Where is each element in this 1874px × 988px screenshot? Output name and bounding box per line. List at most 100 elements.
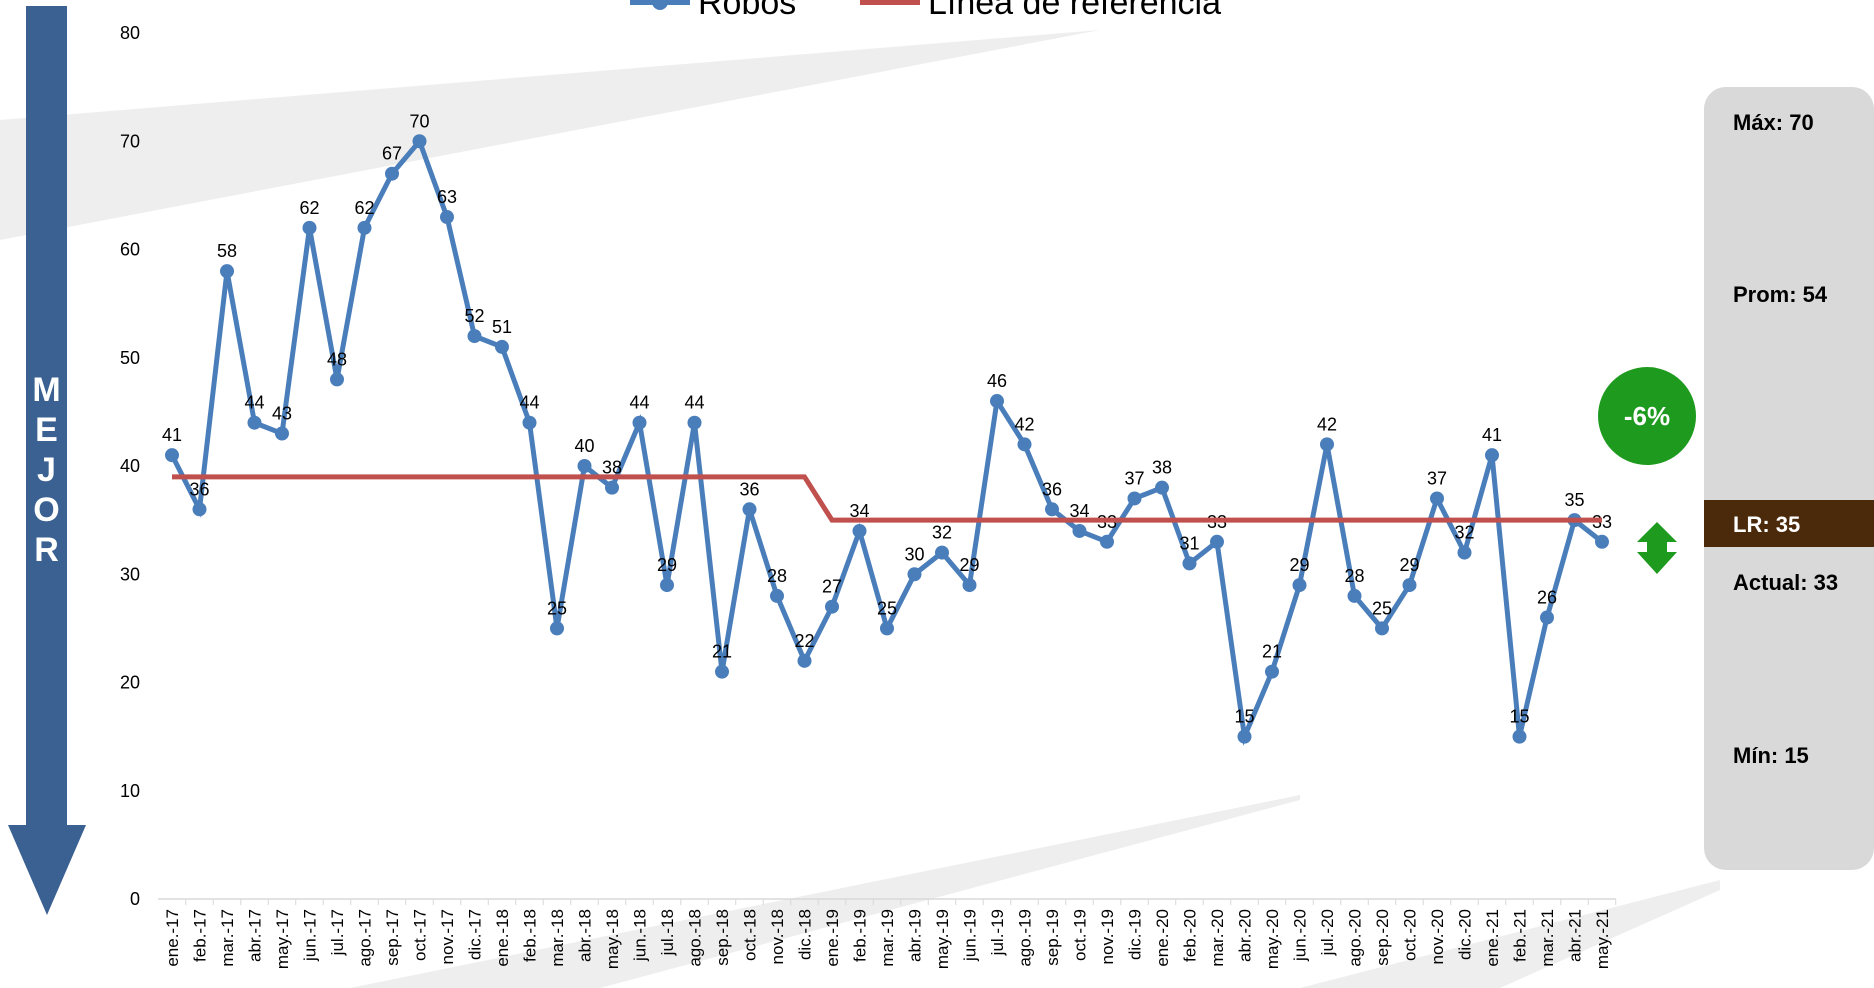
x-tick-label: mar.-18 [548,909,567,967]
data-label: 29 [959,555,979,575]
data-label: 28 [1344,566,1364,586]
x-tick-label: feb.-21 [1511,909,1530,962]
data-label: 29 [1399,555,1419,575]
point [412,134,427,149]
point [1265,664,1279,679]
point [1402,578,1417,593]
watermark [0,30,1100,240]
data-label: 48 [327,349,347,369]
x-tick-label: ene.-17 [163,909,182,967]
point [1210,534,1224,549]
watermark [1300,880,1720,988]
data-label: 38 [1152,458,1172,478]
point [1595,534,1609,549]
data-label: 30 [904,544,924,564]
point [605,480,619,495]
x-tick-label: sep.-17 [383,909,402,966]
data-label: 32 [932,523,952,543]
x-tick-label: ene.-19 [823,909,842,967]
x-tick-label: jun.-19 [961,909,980,962]
point [1457,545,1472,560]
stat-avg: Prom: 54 [1733,282,1828,307]
point [522,415,537,430]
x-tick-label: ene.-18 [493,909,512,967]
data-label: 63 [437,187,457,207]
y-tick-label: 0 [130,889,140,909]
point [1485,448,1499,463]
x-tick-label: may.-20 [1263,909,1282,969]
data-label: 25 [1372,598,1392,618]
point [302,220,317,235]
point [1512,729,1527,744]
point [962,578,977,593]
data-label: 42 [1014,414,1034,434]
point [467,329,482,344]
x-tick-label: mar.-19 [878,909,897,967]
data-label: 37 [1427,468,1447,488]
stat-min: Mín: 15 [1733,743,1809,768]
point [165,448,179,463]
data-label: 38 [602,458,622,478]
x-tick-label: abr.-21 [1566,909,1585,962]
x-tick-label: oct.-20 [1401,909,1420,961]
x-tick-label: feb.-18 [521,909,540,962]
x-tick-label: mar.-17 [218,909,237,967]
badge-text: -6% [1624,401,1670,431]
point [1127,491,1142,506]
point [990,394,1004,409]
data-label: 25 [877,598,897,618]
data-label: 44 [684,393,704,413]
lr-bar [1704,500,1874,547]
data-label: 27 [822,577,842,597]
point [935,545,949,560]
point [660,578,674,593]
x-tick-label: oct.-19 [1071,909,1090,961]
point [577,459,592,473]
data-label: 21 [1262,642,1282,662]
point [852,523,867,538]
point [385,166,399,181]
point [1045,502,1059,517]
data-label: 26 [1537,588,1557,608]
x-tick-label: abr.-17 [246,909,265,962]
data-label: 46 [987,371,1007,391]
data-label: 21 [712,642,732,662]
data-label: 36 [739,479,759,499]
x-tick-label: ene.-20 [1153,909,1172,967]
data-label: 31 [1179,533,1199,553]
point [220,264,234,279]
x-tick-label: jul.-17 [328,909,347,956]
x-tick-label: feb.-17 [191,909,210,962]
point [1320,437,1334,452]
point [687,415,702,430]
data-label: 15 [1509,707,1529,727]
data-label: 44 [244,393,264,413]
data-label: 36 [1042,479,1062,499]
x-tick-label: may.-21 [1593,909,1612,969]
data-label: 40 [574,436,594,456]
x-tick-label: abr.-18 [576,909,595,962]
x-tick-label: dic.-18 [796,909,815,960]
point [495,339,509,354]
x-tick-label: jul.-20 [1318,909,1337,956]
x-tick-label: jun.-18 [631,909,650,962]
point [1237,729,1252,744]
x-tick-label: abr.-20 [1236,909,1255,962]
y-tick-label: 50 [120,348,140,368]
double-arrow [1637,522,1677,574]
point [742,502,757,517]
data-label: 44 [519,393,539,413]
point [825,599,839,614]
point [1347,588,1362,603]
x-tick-label: sep.-18 [713,909,732,966]
legend-marker [652,0,668,10]
point [357,220,372,235]
series-line [172,474,1602,523]
data-label: 52 [464,306,484,326]
stat-max: Máx: 70 [1733,110,1814,135]
badge [1598,367,1696,465]
x-tick-label: ago.-19 [1016,909,1035,967]
x-tick-label: jun.-20 [1291,909,1310,962]
y-tick-label: 10 [120,781,140,801]
